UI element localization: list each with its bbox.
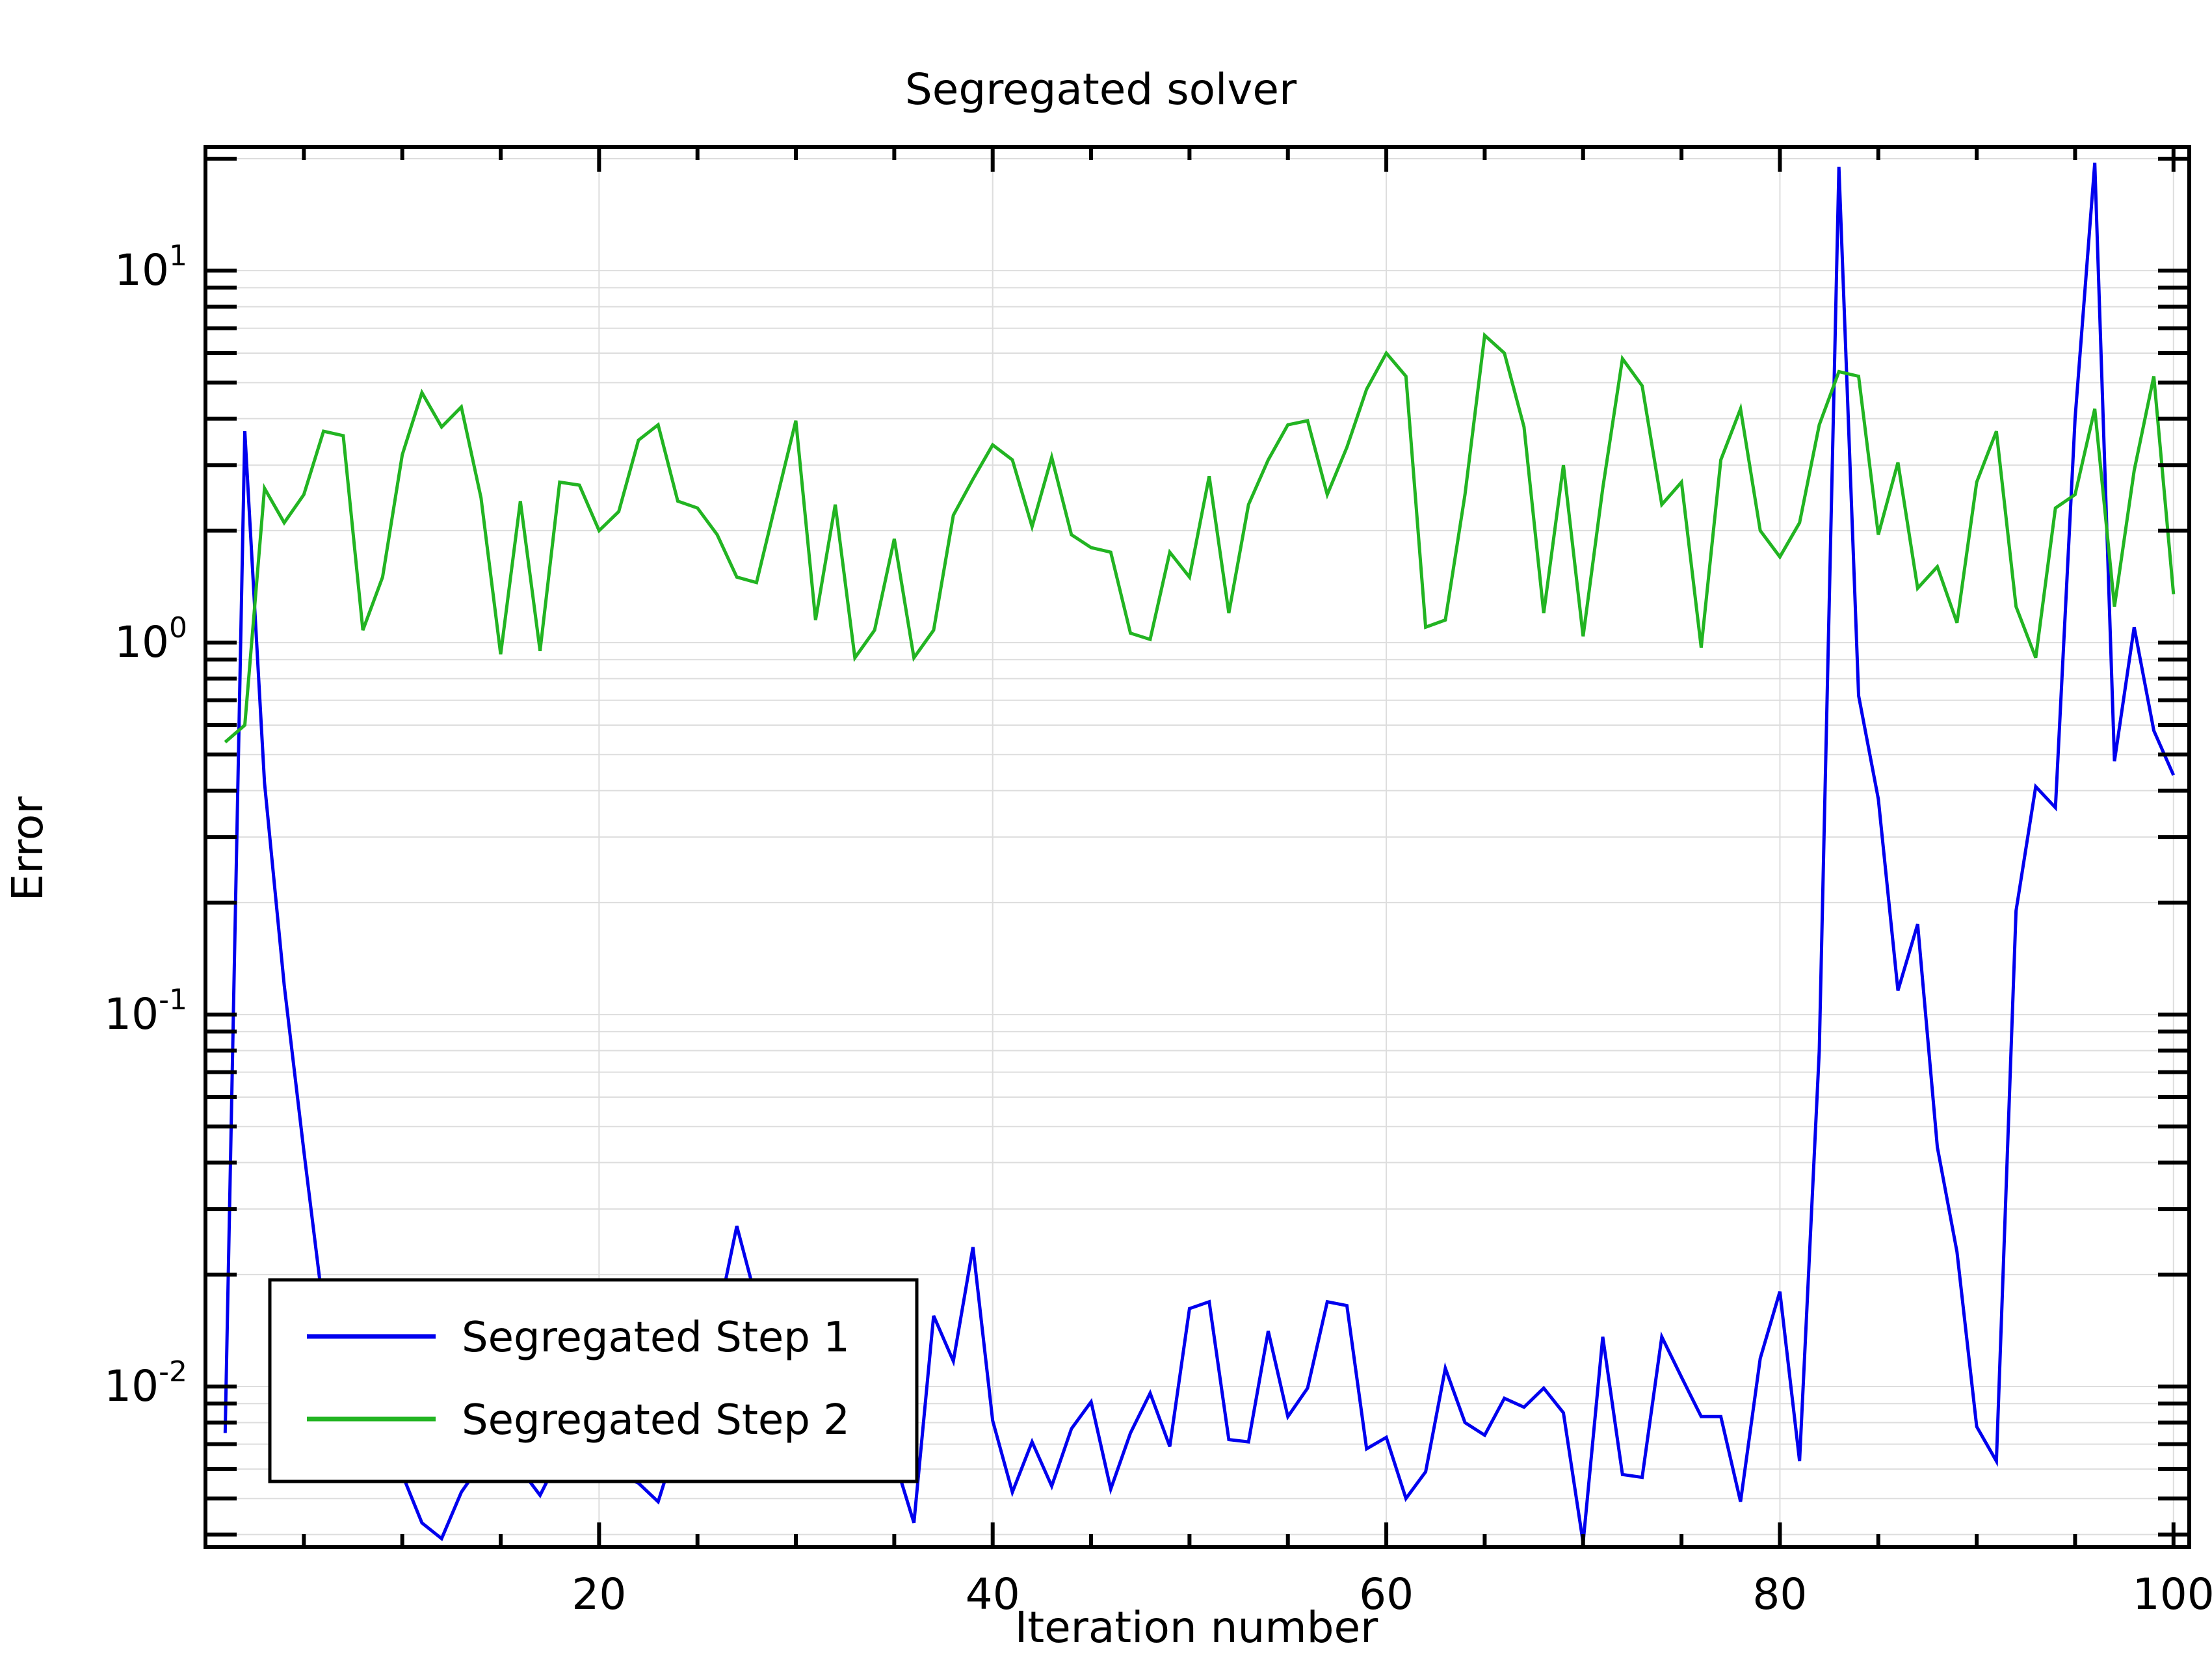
x-axis-label: Iteration number [1015, 1602, 1378, 1652]
y-tick-label: 100 [114, 611, 187, 667]
axis-ticks [205, 147, 2189, 1547]
y-tick-labels: 10-2 10-1 100 101 [104, 239, 187, 1411]
chart-title: Segregated solver [905, 64, 1297, 114]
x-tick-label: 40 [966, 1569, 1020, 1619]
y-axis-label: Error [3, 796, 53, 901]
x-tick-label: 60 [1359, 1569, 1414, 1619]
legend-box [268, 1278, 919, 1483]
y-tick-label: 10-2 [104, 1355, 187, 1411]
legend-label-step-1: Segregated Step 1 [462, 1314, 850, 1362]
x-tick-label: 20 [572, 1569, 626, 1619]
x-tick-labels: 20 40 60 80 100 [572, 1569, 2212, 1619]
x-tick-label: 100 [2133, 1569, 2212, 1619]
y-tick-label: 10-1 [104, 983, 187, 1039]
series-line-step-2 [224, 332, 2176, 744]
x-tick-label: 80 [1752, 1569, 1807, 1619]
legend: Segregated Step 1 Segregated Step 2 [268, 1278, 919, 1483]
legend-label-step-2: Segregated Step 2 [462, 1396, 850, 1444]
y-tick-label: 101 [114, 239, 187, 295]
plot-frame [204, 145, 2191, 1549]
